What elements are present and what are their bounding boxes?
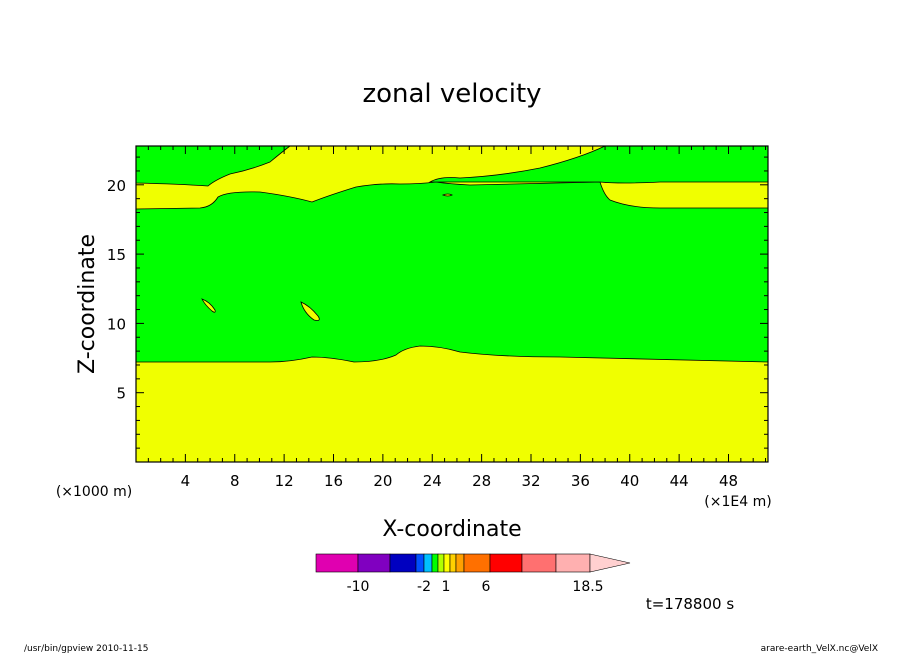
colorbar-segment [431, 553, 439, 573]
y-tick-label: 10 [107, 315, 126, 333]
y-tick-label: 15 [107, 246, 126, 264]
colorbar-segment [555, 553, 591, 573]
colorbar-label: 18.5 [572, 579, 603, 595]
colorbar-segment [521, 553, 557, 573]
x-axis-label: X-coordinate [382, 517, 521, 542]
x-tick-label: 32 [521, 472, 540, 490]
x-tick-label: 36 [571, 472, 590, 490]
region-near-zero-top [135, 145, 292, 187]
y-tick-labels: 5 10 15 20 [107, 177, 126, 403]
x-tick-label: 4 [181, 472, 191, 490]
chart-title: zonal velocity [362, 79, 541, 109]
colorbar-segment [449, 553, 457, 573]
footer-left: /usr/bin/gpview 2010-11-15 [24, 644, 148, 654]
x-tick-label: 44 [670, 472, 689, 490]
colorbar-segment [437, 553, 445, 573]
colorbar-segment [443, 553, 451, 573]
colorbar-segment [489, 553, 523, 573]
plot-frame [135, 145, 769, 463]
colorbar-label: -10 [347, 579, 370, 595]
x-scale-note: (×1E4 m) [704, 494, 771, 510]
x-tick-label: 24 [423, 472, 442, 490]
colorbar-label: 1 [442, 579, 451, 595]
x-tick-label: 40 [620, 472, 639, 490]
plot-area [135, 145, 769, 463]
region-island [201, 298, 216, 313]
colorbar-segment [357, 553, 391, 573]
colorbar-segment [415, 553, 425, 573]
axis-ticks [136, 146, 768, 462]
footer-right: arare-earth_VelX.nc@VelX [761, 644, 878, 654]
colorbar-segment [389, 553, 417, 573]
x-tick-label: 8 [230, 472, 240, 490]
x-tick-label: 16 [324, 472, 343, 490]
x-tick-labels: 4 8 12 16 20 24 28 32 36 40 44 48 [181, 472, 738, 490]
region-near-zero-top-right [428, 145, 769, 184]
colorbar-arrow [589, 553, 631, 573]
x-tick-label: 12 [275, 472, 294, 490]
region-island [300, 301, 320, 321]
colorbar-segment [455, 553, 465, 573]
colorbar-segment [315, 553, 359, 573]
colorbar [315, 553, 631, 573]
region-near-zero [135, 181, 769, 363]
colorbar-segment [463, 553, 491, 573]
y-axis-label: Z-coordinate [75, 234, 100, 374]
y-scale-note: (×1000 m) [56, 484, 132, 500]
y-tick-label: 20 [107, 177, 126, 195]
x-tick-label: 28 [472, 472, 491, 490]
y-tick-label: 5 [116, 385, 126, 403]
colorbar-segment [423, 553, 433, 573]
x-tick-label: 20 [373, 472, 392, 490]
colorbar-labels: -10 -2 1 6 18.5 [347, 579, 604, 595]
colorbar-label: -2 [417, 579, 431, 595]
time-label: t=178800 s [646, 595, 734, 613]
x-tick-label: 48 [719, 472, 738, 490]
region-island [441, 193, 453, 197]
colorbar-label: 6 [482, 579, 491, 595]
